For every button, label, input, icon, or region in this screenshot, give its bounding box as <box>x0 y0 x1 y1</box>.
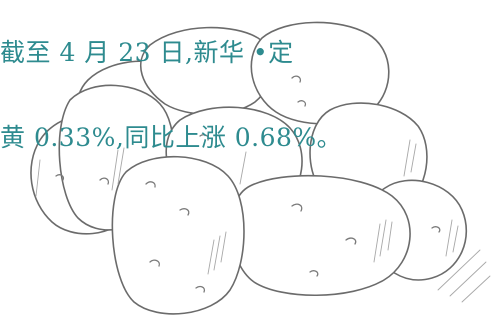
potato-eye <box>149 259 160 267</box>
hatch-line <box>387 221 393 251</box>
potato-eye <box>291 75 302 83</box>
hatch-line <box>379 219 387 257</box>
potato-eye <box>297 100 307 107</box>
hatch-line <box>445 219 453 257</box>
hatch-line <box>213 235 221 271</box>
hatch-line <box>410 143 417 173</box>
hatch-line <box>437 249 481 291</box>
hatch-line <box>207 239 215 275</box>
hatch-line <box>239 151 247 185</box>
hatch-line <box>111 149 119 191</box>
hatch-line <box>403 139 411 177</box>
potato-front-center <box>111 155 245 315</box>
hatch-line <box>117 147 125 185</box>
potato-eye <box>309 270 319 277</box>
potato-eye <box>291 203 303 212</box>
potato-eye <box>431 226 441 233</box>
hatch-line <box>461 275 491 303</box>
article-text-line-1: 截至 4 月 23 日,新华 •定 <box>0 38 294 67</box>
potato-eye <box>99 177 110 185</box>
potato-eye <box>199 134 210 141</box>
potato-back-center <box>139 26 274 116</box>
hatch-line <box>220 231 227 263</box>
article-text-line-2: ⻩ 0.33%,同比上涨 0.68%。 <box>0 123 343 152</box>
hatch-line <box>373 223 381 263</box>
potato-eye <box>55 174 65 181</box>
potato-eye <box>145 181 156 188</box>
hatch-line <box>452 225 459 253</box>
potato-eye <box>179 208 190 216</box>
potato-eye <box>195 285 206 293</box>
hatch-line <box>449 261 487 297</box>
hatch-line <box>35 159 41 197</box>
potato-eye <box>345 237 357 245</box>
